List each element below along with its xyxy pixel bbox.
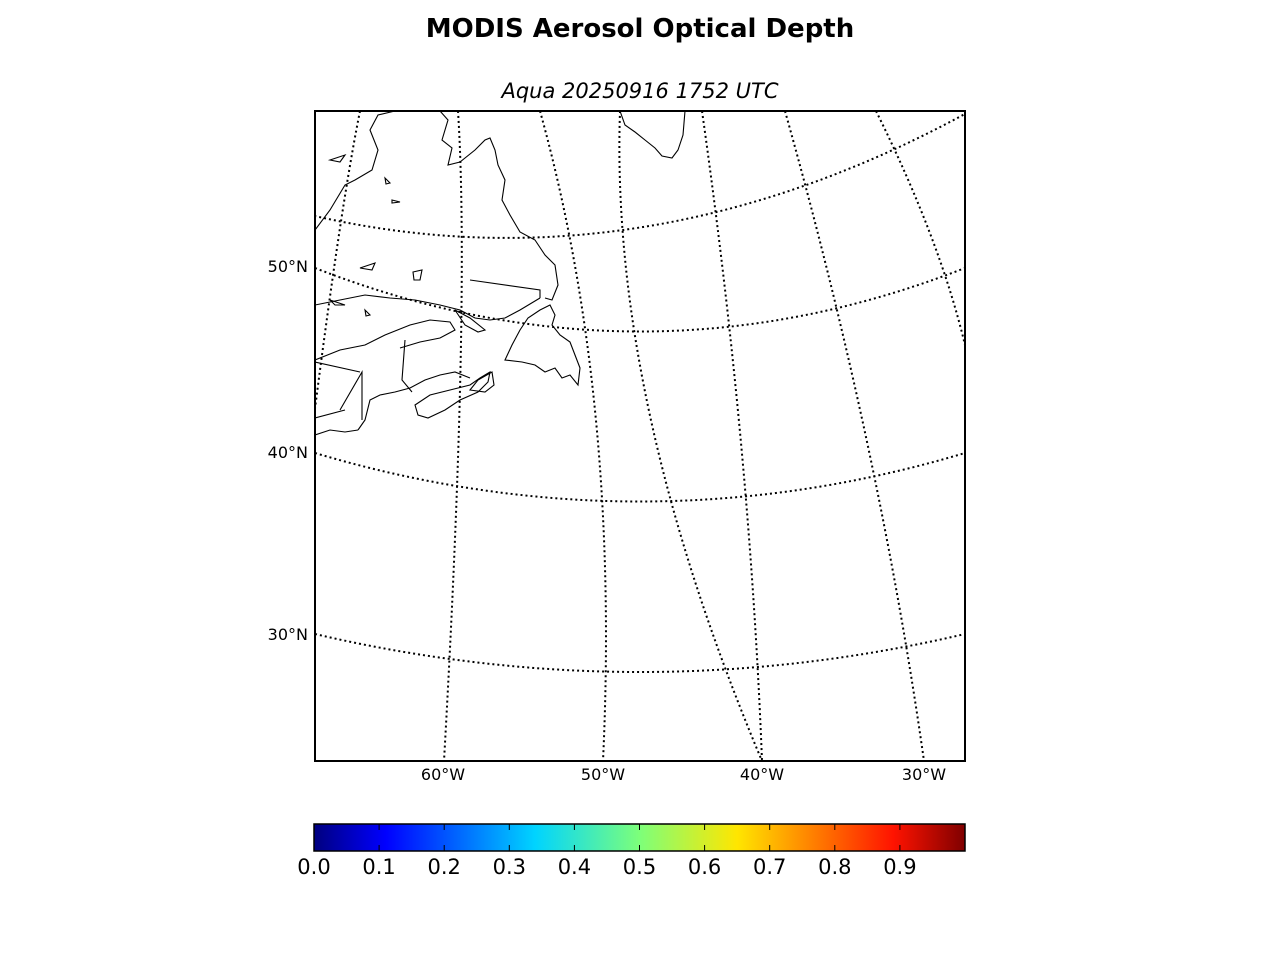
lon-label-50w: 50°W [580,765,626,784]
plot-subtitle: Aqua 20250916 1752 UTC [501,79,779,103]
lon-label-60w: 60°W [420,765,466,784]
parallel-30n [315,633,965,673]
meridian-50w [539,111,607,761]
colorbar-tick-label: 0.6 [687,855,722,879]
lat-label-30n: 30°N [267,625,308,644]
meridian-20w [875,111,965,346]
lon-label-40w: 40°W [739,765,785,784]
st-lawrence-north-shore [315,294,541,321]
plot-title: MODIS Aerosol Optical Depth [425,14,855,44]
colorbar-tick-label: 0.5 [622,855,657,879]
maritimes-coast [357,371,471,431]
meridian-40w-b [701,111,763,761]
map-frame [314,110,966,762]
newfoundland [504,304,581,387]
colorbar-tick-label: 0.7 [752,855,787,879]
lat-label-50n: 50°N [267,257,308,276]
graticule [315,111,965,761]
coastlines [315,111,686,436]
colorbar-tick-label: 0.2 [427,855,461,879]
colorbar-tick-label: 0.4 [557,855,592,879]
parallel-60n [315,112,965,239]
lon-label-30w: 30°W [901,765,947,784]
cape-breton [468,371,495,393]
meridian-70w [315,111,361,417]
meridian-60w [443,111,463,761]
colorbar-ticks [313,824,901,851]
colorbar-tick-label: 0.8 [818,855,852,879]
greenland-tip [619,111,686,159]
colorbar-tick-label: 0.0 [297,855,331,879]
parallel-40n [315,452,965,503]
anticosti-island [454,309,487,333]
meridian-40w [618,111,763,761]
colorbar-tick-label: 0.9 [883,855,917,879]
colorbar-tick-label: 0.1 [362,855,396,879]
colorbar-tick-label: 0.3 [492,855,526,879]
lat-label-40n: 40°N [267,443,308,462]
labrador-coast [315,111,396,231]
meridian-30w [784,111,925,761]
province-borders [315,279,541,420]
nova-scotia [414,370,491,419]
gaspe-peninsula [315,319,456,361]
new-england-coast [315,429,359,436]
